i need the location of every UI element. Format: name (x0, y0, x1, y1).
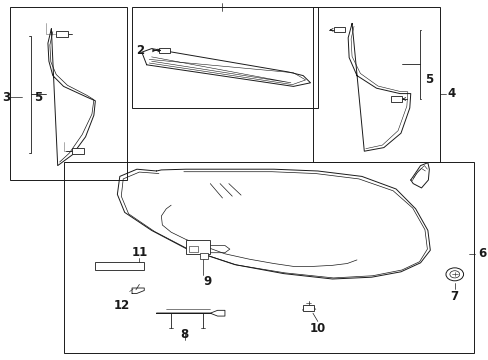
Bar (72, 148, 84, 154)
Bar (303, 305, 313, 311)
Bar (390, 96, 401, 102)
Bar (95, 262, 144, 270)
Text: 12: 12 (114, 299, 130, 312)
Bar (333, 27, 344, 32)
Text: 3: 3 (2, 91, 11, 104)
Text: 6: 6 (477, 247, 486, 260)
Bar (200, 253, 208, 259)
Bar (312, 7, 439, 162)
Text: 10: 10 (309, 322, 325, 335)
Text: 9: 9 (203, 275, 211, 288)
Text: 1: 1 (218, 0, 226, 3)
Text: 5: 5 (425, 73, 433, 86)
Bar (185, 240, 210, 254)
Bar (188, 246, 197, 252)
Bar (159, 48, 170, 53)
Text: 8: 8 (181, 328, 188, 341)
Bar (10, 7, 127, 180)
Bar (63, 162, 473, 353)
Text: 2: 2 (136, 44, 144, 57)
Bar (56, 31, 68, 37)
Text: 11: 11 (131, 246, 147, 259)
Text: 4: 4 (447, 87, 455, 100)
Text: 7: 7 (450, 290, 458, 303)
Text: 5: 5 (34, 91, 42, 104)
Bar (132, 7, 317, 108)
